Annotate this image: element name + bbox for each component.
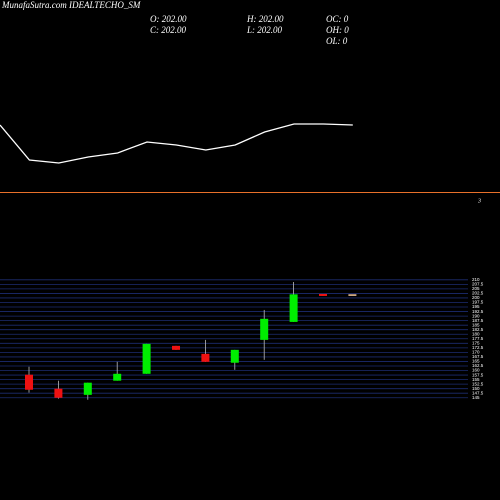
candle-body [319,293,327,296]
y-tick-label: 190 [472,313,480,318]
candle-body [348,294,357,296]
y-tick-label: 175 [472,341,480,346]
y-tick-label: 147.5 [472,390,484,395]
candle-body [260,318,269,340]
y-tick-label: 170 [472,350,480,355]
chart-title: MunafaSutra.com IDEALTECHO_SM [1,0,141,10]
stat: O: 202.00 [150,14,187,24]
stat: H: 202.00 [246,14,284,24]
annotation: 3 [477,198,481,204]
y-tick-label: 197.5 [472,300,484,305]
candle-body [230,349,239,363]
stat: OC: 0 [326,14,349,24]
stat: OL: 0 [326,36,348,46]
y-tick-label: 177.5 [472,336,484,341]
candle-body [83,382,92,395]
y-tick-label: 155 [472,377,480,382]
y-tick-label: 185 [472,322,480,327]
candle-body [289,294,298,322]
y-tick-label: 205 [472,286,480,291]
candle-body [25,374,33,390]
candle-body [172,345,180,350]
candle-body [113,373,122,381]
y-tick-label: 152.5 [472,381,484,386]
candle-body [201,353,210,362]
y-tick-label: 195 [472,304,480,309]
y-tick-label: 210 [472,277,480,282]
stat: L: 202.00 [246,25,283,35]
price-line [0,123,353,164]
y-tick-label: 145 [472,395,480,400]
stat: OH: 0 [326,25,349,35]
y-tick-label: 192.5 [472,309,484,314]
y-tick-label: 167.5 [472,354,484,359]
y-tick-label: 160 [472,368,480,373]
y-tick-label: 165 [472,359,480,364]
y-tick-label: 207.5 [472,282,484,287]
y-tick-label: 200 [472,295,480,300]
y-tick-label: 180 [472,331,480,336]
y-tick-label: 162.5 [472,363,484,368]
y-tick-label: 182.5 [472,327,484,332]
y-tick-label: 187.5 [472,318,484,323]
y-tick-label: 157.5 [472,372,484,377]
y-tick-label: 150 [472,386,480,391]
y-tick-label: 202.5 [472,291,484,296]
stat: C: 202.00 [150,25,187,35]
candle-body [142,343,151,374]
candle-body [54,388,63,398]
y-tick-label: 172.5 [472,345,484,350]
